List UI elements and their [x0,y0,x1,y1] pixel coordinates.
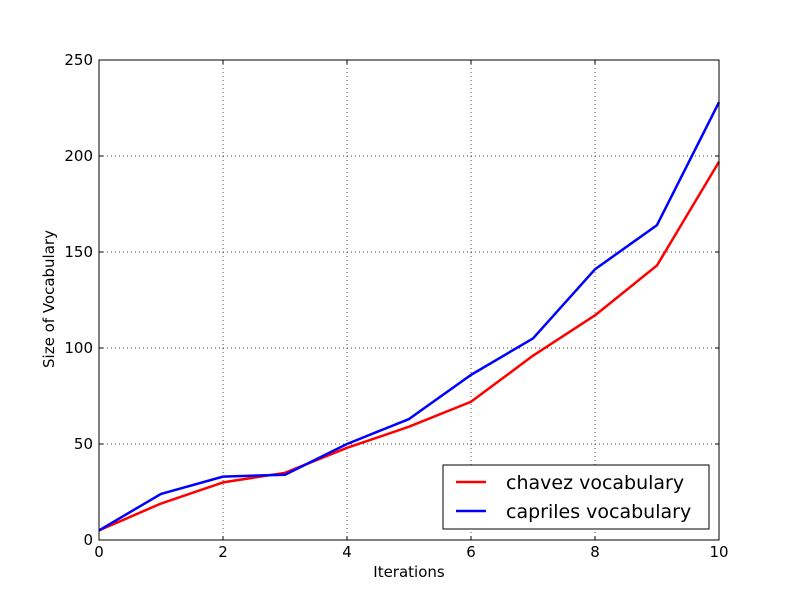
plot-area-frame [98,59,720,541]
legend-label-chavez: chavez vocabulary [506,472,684,494]
y-tick-label: 100 [64,339,93,357]
x-tick-label: 4 [342,543,352,561]
y-tick-label: 150 [64,243,93,261]
y-tick-label: 50 [74,435,93,453]
legend-frame [442,464,710,530]
x-tick-label: 2 [218,543,228,561]
grid-lines [99,60,719,540]
y-tick-label: 0 [83,531,93,549]
legend: chavez vocabulary capriles vocabulary [442,464,710,530]
series-line-capriles [98,101,721,532]
series-lines [98,101,721,532]
x-tick-label: 6 [466,543,476,561]
legend-label-capriles: capriles vocabulary [506,501,691,523]
x-tick-label: 8 [590,543,600,561]
y-axis-label: Size of Vocabulary [40,230,58,368]
series-line-chavez [98,161,721,532]
x-tick-label: 10 [709,543,728,561]
x-tick-label: 0 [94,543,104,561]
y-tick-label: 200 [64,147,93,165]
y-tick-label: 250 [64,51,93,69]
x-axis-label: Iterations [373,563,445,581]
